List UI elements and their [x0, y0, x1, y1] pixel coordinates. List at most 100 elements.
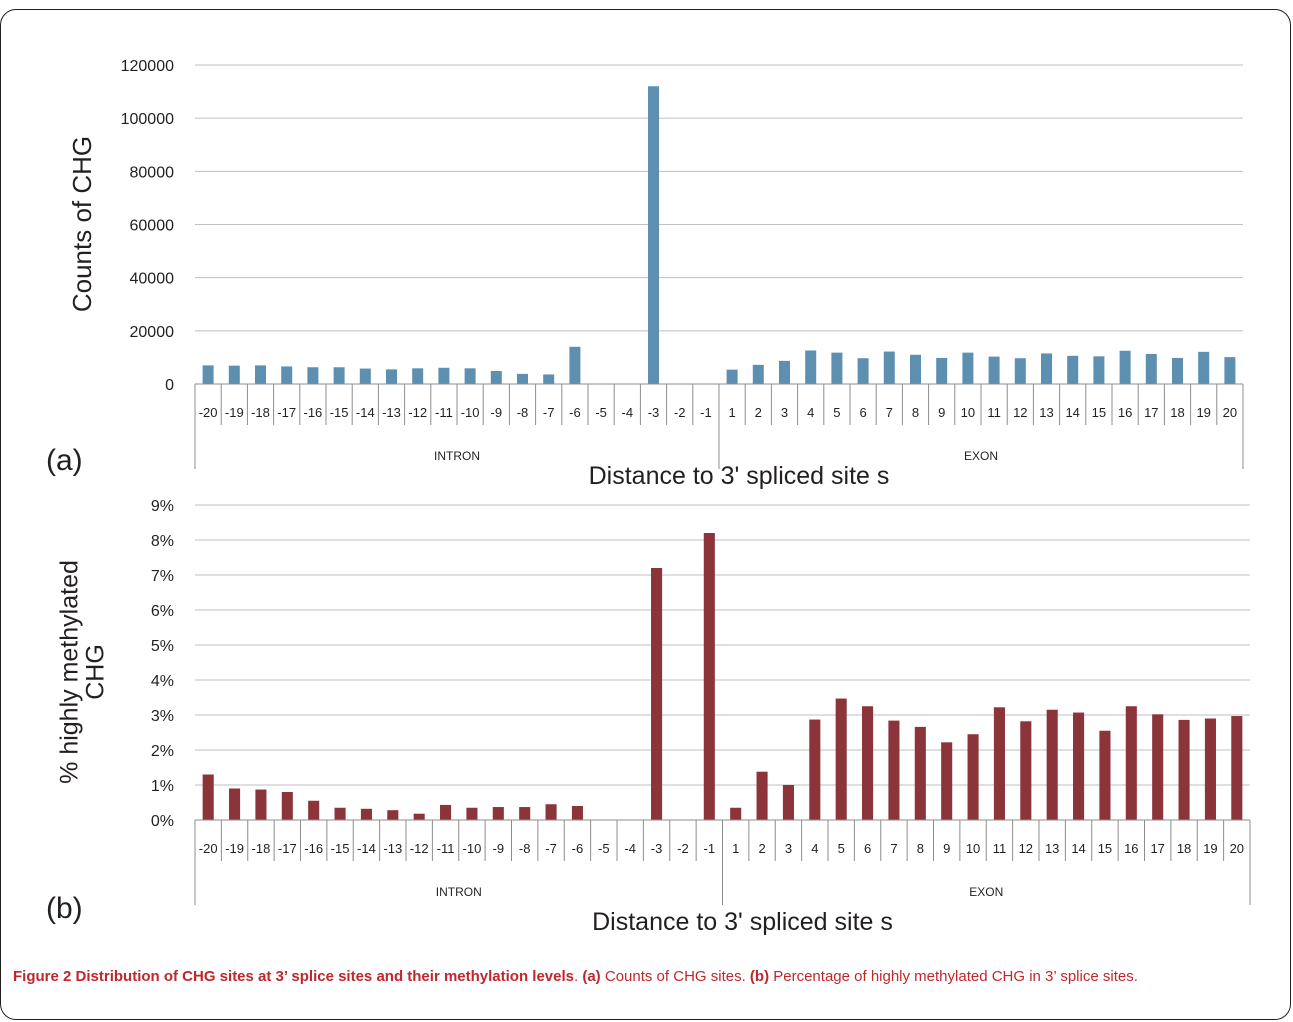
chart-b-bar: [334, 807, 346, 820]
chart-b-bar: [1204, 718, 1216, 820]
chart-b-bar: [914, 726, 926, 820]
chart-b-bar: [308, 800, 320, 820]
chart-b-bar: [782, 785, 794, 820]
chart-a-bar: [516, 373, 529, 384]
chart-a-category-label: -3: [648, 405, 660, 420]
chart-a-bar: [805, 350, 817, 384]
chart-b-ytick-label: 5%: [151, 638, 174, 655]
chart-a-category-label: -19: [225, 405, 244, 420]
chart-b-bar: [492, 807, 504, 820]
chart-b-category-label: -13: [383, 841, 402, 856]
chart-b-bar: [255, 789, 267, 820]
chart-a-category-label: 9: [938, 405, 945, 420]
chart-a-bar: [962, 352, 974, 384]
chart-a-category-label: 19: [1196, 405, 1210, 420]
chart-b-category-label: -10: [463, 841, 482, 856]
chart-b-category-label: 8: [917, 841, 924, 856]
chart-a-category-label: 10: [961, 405, 975, 420]
chart-a-category-label: 13: [1039, 405, 1053, 420]
chart-b-bar: [202, 774, 214, 820]
chart-a-ytick-label: 20000: [130, 324, 175, 341]
chart-a-category-label: 17: [1144, 405, 1158, 420]
chart-b-category-label: -1: [704, 841, 716, 856]
chart-b-bar: [281, 792, 293, 820]
caption-title: Distribution of CHG sites at 3’ splice s…: [75, 968, 574, 985]
chart-b-category-label: 15: [1098, 841, 1112, 856]
chart-a-bar: [1198, 351, 1210, 384]
chart-a-category-label: 6: [859, 405, 866, 420]
chart-a-bar: [1145, 353, 1157, 384]
chart-b-category-label: 7: [890, 841, 897, 856]
chart-b-category-label: 16: [1124, 841, 1138, 856]
chart-a-category-label: -8: [517, 405, 529, 420]
chart-b-category-label: 12: [1019, 841, 1033, 856]
chart-b-bar: [413, 813, 425, 820]
chart-a-category-label: -4: [622, 405, 634, 420]
chart-a-ytick-label: 40000: [130, 271, 175, 288]
chart-b-ylabel: % highly methylated: [55, 560, 83, 784]
chart-a-ytick-label: 100000: [121, 111, 174, 128]
chart-b-ytick-label: 1%: [151, 778, 174, 795]
chart-b-category-label: -5: [598, 841, 610, 856]
caption-figure-label: Figure 2: [13, 968, 72, 985]
chart-a-ytick-label: 0: [165, 377, 174, 394]
chart-a-category-label: -12: [408, 405, 427, 420]
chart-b-category-label: -6: [572, 841, 584, 856]
chart-b-bar: [1231, 716, 1243, 820]
chart-b-category-label: 19: [1203, 841, 1217, 856]
chart-a-bar: [988, 356, 1000, 384]
chart-b-category-label: -18: [252, 841, 271, 856]
chart-b-bar: [1152, 714, 1164, 820]
chart-b-category-label: 3: [785, 841, 792, 856]
chart-a-category-label: -2: [674, 405, 686, 420]
chart-a-bar: [359, 368, 371, 384]
chart-a-category-label: -14: [356, 405, 375, 420]
chart-b-category-label: -9: [493, 841, 505, 856]
chart-b-bar: [1073, 712, 1085, 820]
chart-a-bar: [228, 365, 240, 384]
chart-b-category-label: -20: [199, 841, 218, 856]
chart-b-category-label: -15: [331, 841, 350, 856]
chart-a-category-label: 20: [1223, 405, 1237, 420]
chart-b-bar: [1099, 730, 1111, 820]
chart-a-category-label: -20: [199, 405, 218, 420]
chart-b-bar: [440, 804, 452, 820]
chart-a-bar: [307, 367, 319, 384]
chart-b-category-label: -3: [651, 841, 663, 856]
chart-a-category-label: 18: [1170, 405, 1184, 420]
chart-a-bar: [647, 86, 660, 385]
chart-b-category-label: 10: [966, 841, 980, 856]
chart-b-category-label: 9: [943, 841, 950, 856]
chart-a-category-label: 15: [1092, 405, 1106, 420]
chart-a-bar: [936, 357, 948, 384]
chart-b-bar: [466, 807, 478, 820]
chart-b-bar: [941, 742, 953, 820]
chart-b-category-label: -7: [545, 841, 557, 856]
chart-a-category-label: -11: [435, 405, 453, 420]
chart-b-group-label: EXON: [969, 885, 1003, 899]
chart-a-bar: [1067, 355, 1079, 384]
figure-caption: Figure 2 Distribution of CHG sites at 3’…: [13, 968, 1138, 985]
caption-part-a-label: (a): [582, 968, 601, 985]
chart-a-bar: [202, 365, 214, 384]
chart-a-bar: [333, 367, 345, 384]
chart-b-ytick-label: 9%: [151, 498, 174, 515]
chart-a-category-label: -15: [330, 405, 349, 420]
caption-part-b-text: Percentage of highly methylated CHG in 3…: [773, 968, 1138, 985]
chart-a-category-label: -13: [382, 405, 401, 420]
chart-b-category-label: -16: [304, 841, 323, 856]
chart-b-category-label: -12: [410, 841, 429, 856]
chart-a-bar: [254, 365, 267, 384]
chart-a-bar: [752, 364, 764, 384]
chart-b-category-label: 1: [732, 841, 739, 856]
chart-b-category-label: 17: [1150, 841, 1164, 856]
chart-b-category-label: 20: [1230, 841, 1244, 856]
chart-b-ytick-label: 4%: [151, 673, 174, 690]
chart-a-bar: [1040, 353, 1053, 384]
figure-frame: [0, 9, 1291, 1020]
chart-b-ytick-label: 7%: [151, 568, 174, 585]
chart-b-category-label: 4: [811, 841, 818, 856]
chart-a-bar: [1014, 358, 1026, 384]
chart-a-category-label: -17: [277, 405, 296, 420]
chart-a-category-label: 16: [1118, 405, 1132, 420]
